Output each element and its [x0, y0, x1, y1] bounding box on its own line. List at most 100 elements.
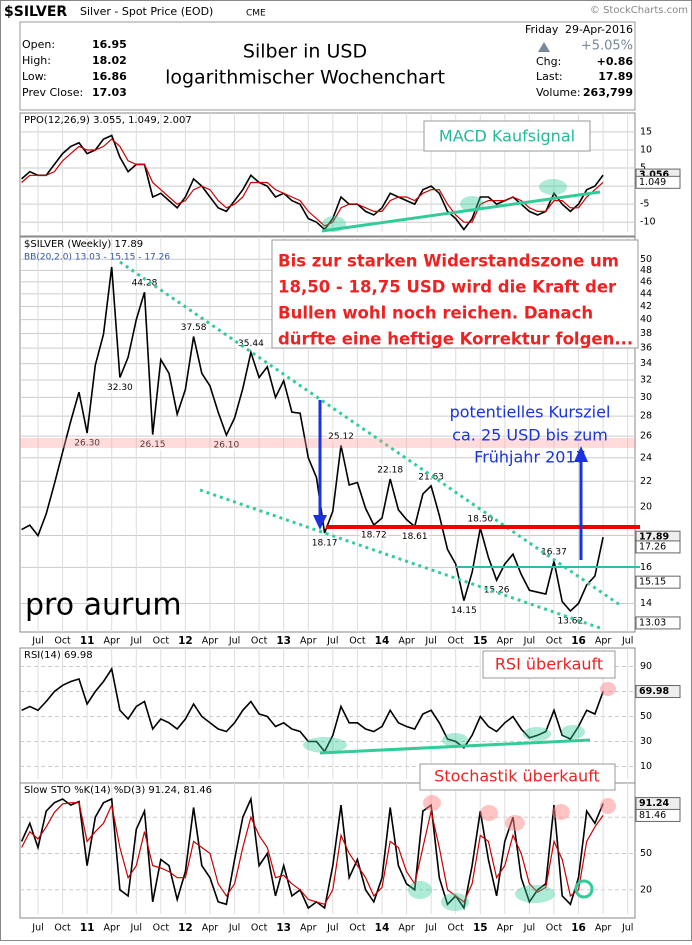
value-label: 32.30 [107, 383, 133, 393]
y-tick-label: 26 [640, 431, 652, 442]
legend: RSI(14) 69.98 [24, 650, 93, 661]
y-tick-label: 50 [640, 711, 652, 722]
highlight [574, 879, 594, 899]
note-text: Bullen wohl noch reichen. Danach [278, 304, 593, 323]
value-label-bg [105, 381, 134, 394]
x-tick-label: Jul [31, 923, 43, 934]
value-tag [635, 685, 681, 699]
note-text: MACD Kaufsignal [439, 127, 575, 146]
y-tick-label: 28 [640, 411, 652, 422]
x-tick-label: Jul [326, 636, 338, 647]
target-text: potentielles Kursziel [450, 403, 611, 422]
value-label: 26.15 [140, 440, 166, 450]
y-tick-label: 32 [640, 374, 652, 385]
y-tick-label: 50 [640, 848, 652, 859]
series-line [21, 266, 604, 613]
copyright: © StockCharts.com [590, 5, 688, 16]
value-label-bg [482, 584, 511, 597]
quote-label: Open: [22, 38, 55, 51]
x-tick-label: Apr [398, 636, 415, 647]
symbol: $SILVER [4, 4, 67, 20]
value-label: 25.12 [328, 432, 354, 442]
value-tag [635, 575, 681, 589]
value-label-bg [359, 528, 388, 541]
x-tick-label: Apr [103, 636, 120, 647]
x-tick-label: Apr [595, 923, 612, 934]
y-tick-label: 44 [640, 288, 652, 299]
value-tag [635, 808, 681, 822]
highlight [460, 196, 484, 212]
y-tick-label: 14 [640, 598, 652, 609]
x-tick-label: Oct [251, 923, 268, 934]
panels: -10-5051015PPO(12,26,9) 3.055, 1.049, 2.… [19, 112, 681, 934]
value-tag-label: 1.049 [639, 177, 666, 188]
arrow-head [574, 446, 588, 462]
note-text: 18,50 - 18,75 USD wird die Kraft der [278, 278, 617, 297]
quote-label: High: [22, 54, 51, 67]
trend-line [119, 260, 621, 607]
ppo-trend [321, 190, 601, 233]
x-tick-label: Apr [300, 636, 317, 647]
stat-value: 17.89 [598, 70, 633, 83]
x-tick-label: 16 [571, 635, 586, 647]
x-tick-label: 11 [80, 635, 95, 647]
stat-value: +0.86 [597, 55, 634, 68]
target-zone [20, 438, 635, 448]
value-label: 26.10 [213, 441, 239, 451]
note-box [419, 763, 616, 791]
stat-label: Volume: [536, 86, 581, 99]
value-label: 26.30 [74, 439, 100, 449]
highlight [552, 804, 570, 820]
up-arrow [538, 42, 550, 52]
x-tick-label: Jul [523, 636, 535, 647]
y-tick-label: 15 [640, 126, 652, 137]
legend: PPO(12,26,9) 3.055, 1.049, 2.007 [24, 115, 192, 126]
value-label-bg [138, 438, 167, 451]
stat-label: Chg: [536, 55, 561, 68]
change-pct: +5.05% [581, 39, 633, 54]
y-tick-label: 36 [640, 343, 652, 354]
legend: Slow STO %K(14) %D(3) 91.24, 81.46 [24, 785, 212, 796]
value-tag-label: 17.26 [639, 541, 666, 552]
legend: BB(20,2.0) 13.03 - 15.15 - 17.26 [24, 253, 170, 263]
y-tick-label: 20 [640, 884, 652, 895]
note-text: Bis zur starken Widerstandszone um [278, 252, 619, 271]
y-tick-label: 38 [640, 328, 652, 339]
highlight [441, 893, 469, 911]
series-line [21, 138, 604, 227]
highlight [561, 725, 585, 739]
value-label-bg [130, 277, 159, 290]
value-tag-label: 69.98 [639, 686, 669, 697]
x-tick-label: Jul [228, 923, 240, 934]
header-box [19, 21, 636, 111]
stat-label: Last: [536, 70, 563, 83]
title: Silber in USD [243, 41, 367, 63]
value-label-bg [449, 604, 478, 617]
x-tick-label: 12 [178, 635, 193, 647]
x-tick-label: Jul [621, 923, 633, 934]
series-line [21, 802, 604, 906]
title: logarithmischer Wochenchart [165, 67, 445, 89]
highlight [303, 737, 347, 753]
x-tick-label: Apr [202, 636, 219, 647]
y-tick-label: 22 [640, 476, 652, 487]
value-label: 14.15 [451, 606, 477, 616]
value-label-bg [310, 537, 339, 550]
target-text: ca. 25 USD bis zum [452, 426, 608, 445]
y-tick-label: 10 [640, 144, 652, 155]
x-tick-label: Oct [447, 923, 464, 934]
y-tick-label: -10 [640, 217, 656, 228]
x-tick-label: Apr [595, 636, 612, 647]
x-tick-label: Apr [300, 923, 317, 934]
highlight [442, 733, 468, 747]
x-tick-label: Oct [349, 636, 366, 647]
y-tick-label: 10 [640, 761, 652, 772]
value-tag [635, 540, 681, 554]
x-tick-label: 14 [375, 922, 390, 934]
quote-label: Low: [22, 70, 47, 83]
quote-value: 16.95 [92, 38, 127, 51]
x-tick-label: Oct [153, 923, 170, 934]
value-tag-label: 13.03 [639, 617, 666, 628]
y-tick-label: 16 [640, 562, 652, 573]
